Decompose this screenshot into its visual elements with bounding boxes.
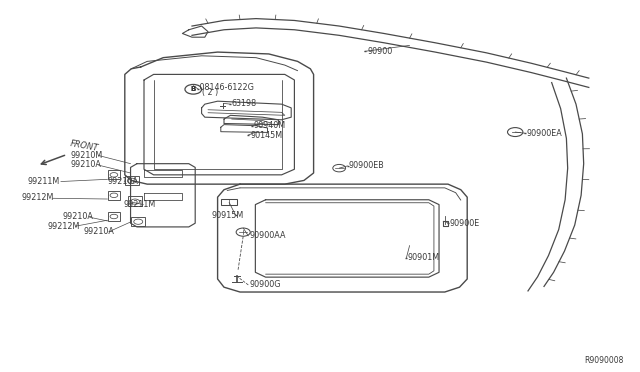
Text: 90900: 90900 (367, 47, 392, 56)
Text: FRONT: FRONT (69, 139, 99, 153)
Bar (221, 199, 237, 205)
Text: 90901M: 90901M (408, 253, 440, 262)
Bar (131, 217, 145, 226)
Text: 99210A: 99210A (63, 212, 93, 221)
Text: 99210A: 99210A (108, 177, 138, 186)
Text: 90900E: 90900E (450, 219, 480, 228)
Bar (108, 191, 120, 200)
Text: B: B (191, 86, 196, 92)
Text: 99210A: 99210A (70, 160, 101, 169)
Text: 90900EB: 90900EB (349, 161, 385, 170)
Bar (108, 212, 120, 221)
Text: 99210A: 99210A (83, 227, 114, 236)
Text: 99211M: 99211M (124, 200, 156, 209)
Text: ( 2 ): ( 2 ) (202, 89, 218, 97)
Text: 90900EA: 90900EA (526, 129, 562, 138)
Text: 90900G: 90900G (250, 280, 281, 289)
Text: 90940M: 90940M (253, 121, 285, 130)
Text: 90900AA: 90900AA (250, 231, 286, 240)
Text: 63198: 63198 (232, 99, 257, 108)
Bar (125, 176, 139, 185)
Text: 99211M: 99211M (28, 177, 60, 186)
Text: B: B (191, 86, 196, 92)
Text: 08146-6122G: 08146-6122G (197, 83, 254, 92)
Text: 90145M: 90145M (250, 131, 282, 140)
Text: R9090008: R9090008 (584, 356, 624, 365)
Bar (128, 196, 142, 206)
Text: 99212M: 99212M (48, 222, 81, 231)
Text: 99210M: 99210M (70, 151, 102, 160)
Text: 99212M: 99212M (21, 193, 54, 202)
Bar (108, 170, 120, 179)
Text: 90915M: 90915M (211, 211, 243, 219)
